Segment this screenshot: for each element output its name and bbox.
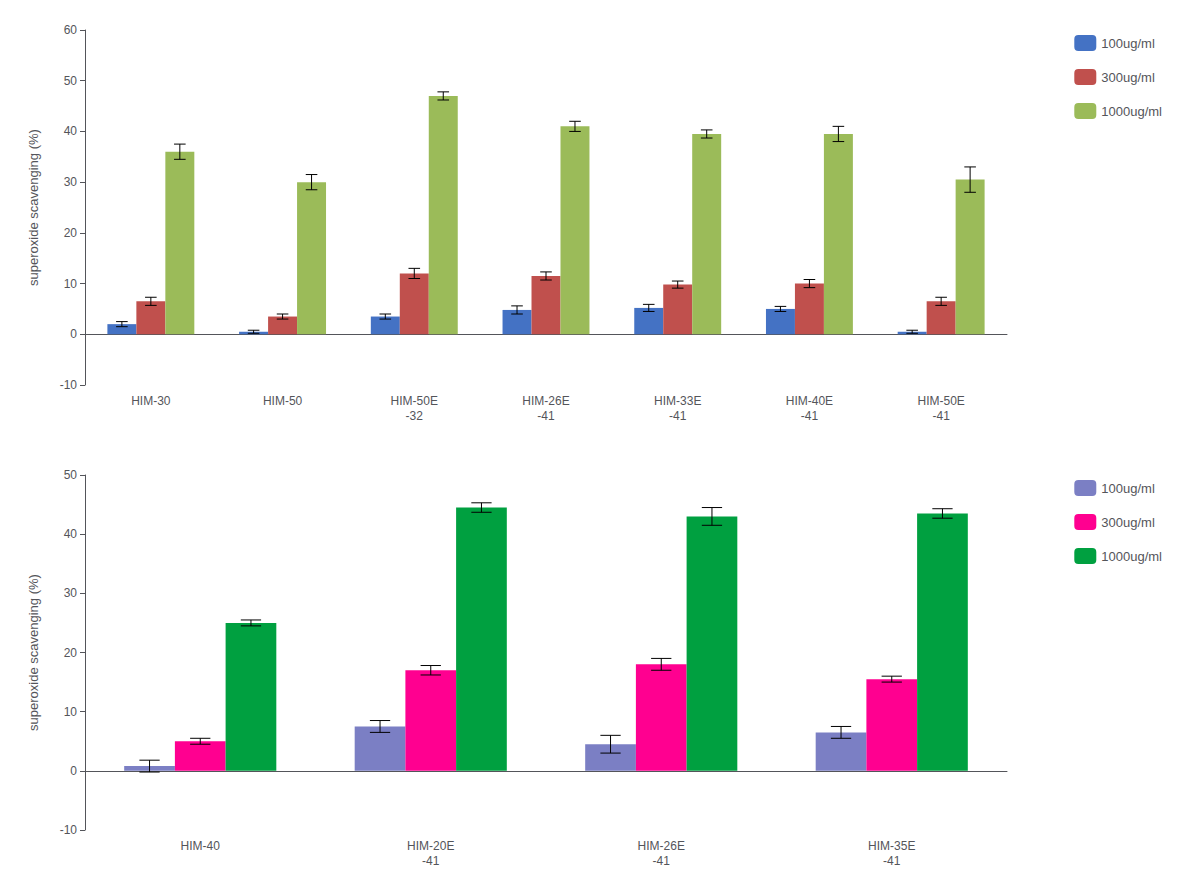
svg-text:-41: -41 [537,409,555,423]
svg-text:HIM-50E: HIM-50E [391,394,438,408]
svg-text:40: 40 [64,527,78,541]
svg-text:30: 30 [64,586,78,600]
svg-text:HIM-35E: HIM-35E [868,839,915,853]
svg-text:60: 60 [64,23,78,37]
svg-text:superoxide scavenging (%): superoxide scavenging (%) [26,574,41,731]
svg-text:50: 50 [64,468,78,482]
svg-text:-32: -32 [406,409,424,423]
svg-text:-41: -41 [653,854,671,868]
svg-text:HIM-26E: HIM-26E [522,394,569,408]
svg-text:HIM-30: HIM-30 [131,394,171,408]
svg-text:-41: -41 [422,854,440,868]
svg-text:300ug/ml: 300ug/ml [1101,515,1155,530]
svg-text:30: 30 [64,175,78,189]
svg-text:-41: -41 [801,409,819,423]
svg-text:-10: -10 [60,378,78,392]
svg-text:-41: -41 [883,854,901,868]
svg-text:-41: -41 [669,409,687,423]
svg-text:300ug/ml: 300ug/ml [1101,70,1155,85]
svg-text:0: 0 [70,764,77,778]
svg-text:100ug/ml: 100ug/ml [1101,481,1155,496]
svg-text:-41: -41 [932,409,950,423]
svg-text:HIM-26E: HIM-26E [638,839,685,853]
svg-text:40: 40 [64,124,78,138]
svg-text:HIM-40: HIM-40 [181,839,221,853]
svg-text:HIM-33E: HIM-33E [654,394,701,408]
svg-text:0: 0 [70,327,77,341]
svg-text:10: 10 [64,277,78,291]
svg-text:10: 10 [64,705,78,719]
svg-text:50: 50 [64,74,78,88]
svg-text:100ug/ml: 100ug/ml [1101,36,1155,51]
svg-text:HIM-40E: HIM-40E [786,394,833,408]
svg-text:HIM-50: HIM-50 [263,394,303,408]
svg-text:HIM-20E: HIM-20E [407,839,454,853]
svg-text:1000ug/ml: 1000ug/ml [1101,104,1162,119]
svg-text:1000ug/ml: 1000ug/ml [1101,549,1162,564]
svg-text:HIM-50E: HIM-50E [917,394,964,408]
svg-text:20: 20 [64,226,78,240]
svg-text:-10: -10 [60,823,78,837]
svg-text:20: 20 [64,646,78,660]
svg-text:superoxide scavenging (%): superoxide scavenging (%) [26,129,41,286]
